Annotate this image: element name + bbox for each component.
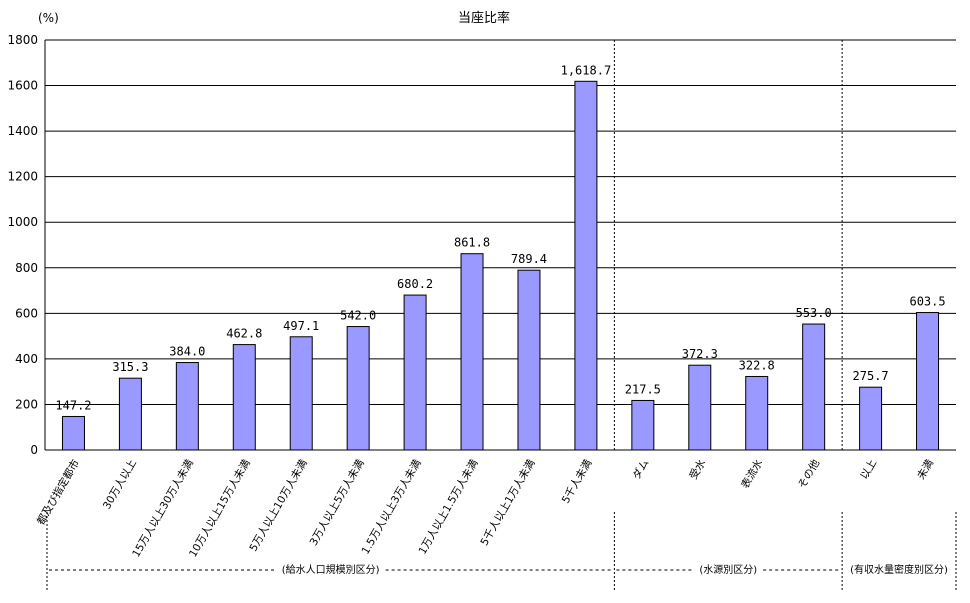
data-label: 497.1	[283, 319, 319, 333]
category-label: その他	[795, 457, 822, 491]
category-label: 30万人以上	[101, 458, 139, 512]
bar	[574, 80, 598, 451]
bar	[289, 336, 313, 451]
y-tick-label: 0	[30, 443, 38, 457]
axes	[44, 40, 956, 451]
group-label: (水源別区分)	[699, 563, 757, 576]
y-tick-label: 1200	[7, 170, 38, 184]
group-label: (給水人口規模別区分)	[282, 563, 380, 576]
bar	[631, 399, 655, 451]
data-label: 217.5	[625, 382, 661, 396]
category-label: 1万人以上1.5万人未満	[417, 457, 481, 556]
bar	[61, 415, 85, 451]
group-separators	[46, 40, 957, 592]
bar	[745, 375, 769, 451]
data-label: 1,618.7	[561, 63, 612, 77]
y-tick-label: 1400	[7, 124, 38, 138]
bar	[802, 323, 826, 451]
bar	[232, 344, 256, 451]
data-label: 384.0	[169, 345, 205, 359]
chart-title: 当座比率	[458, 10, 510, 26]
category-label: 3万人以上5万人未満	[308, 457, 367, 548]
bar	[346, 326, 370, 451]
category-label: 受水	[687, 457, 708, 482]
category-label: ダム	[630, 457, 652, 482]
category-label: 5万人以上10万人未満	[247, 457, 310, 554]
data-label: 322.8	[739, 358, 775, 372]
category-label: 以上	[858, 458, 879, 482]
bar	[859, 386, 883, 451]
bars	[61, 80, 940, 451]
data-label: 603.5	[909, 295, 945, 309]
data-label: 315.3	[112, 360, 148, 374]
data-label: 147.2	[55, 398, 91, 412]
bar	[916, 312, 940, 451]
bar	[460, 253, 484, 451]
group-labels: (給水人口規模別区分) (水源別区分) (有収水量密度別区分)	[49, 563, 954, 576]
y-tick-label: 200	[15, 397, 38, 411]
data-label: 680.2	[397, 277, 433, 291]
bar	[688, 364, 712, 451]
y-tick-label: 800	[15, 261, 38, 275]
category-label: 5千人未満	[560, 457, 595, 506]
category-label: 未満	[915, 457, 936, 482]
data-label: 542.0	[340, 309, 376, 323]
group-label: (有収水量密度別区分)	[850, 563, 948, 576]
data-label: 275.7	[853, 369, 889, 383]
category-label: 都及び指定都市	[34, 457, 82, 527]
y-axis-unit-label: (%)	[38, 11, 59, 25]
bar	[517, 269, 541, 451]
data-label: 462.8	[226, 327, 262, 341]
y-tick-label: 1000	[7, 215, 38, 229]
gridlines	[45, 39, 956, 405]
bar	[403, 294, 427, 451]
data-label: 789.4	[511, 252, 547, 266]
category-label: 表流水	[738, 457, 765, 491]
category-label: 1.5万人以上3万人未満	[360, 457, 424, 556]
y-tick-label: 600	[15, 306, 38, 320]
data-label: 861.8	[454, 236, 490, 250]
data-label: 553.0	[796, 306, 832, 320]
bar	[175, 362, 199, 451]
y-tick-label: 1600	[7, 79, 38, 93]
y-tick-labels: 0 200 400 600 800 1000 1200 1400 1600 1800	[7, 33, 38, 457]
bar	[118, 377, 142, 451]
y-tick-label: 1800	[7, 33, 38, 47]
category-label: 10万人以上15万人未満	[187, 457, 253, 559]
data-label: 372.3	[682, 347, 718, 361]
y-tick-label: 400	[15, 352, 38, 366]
category-label: 15万人以上30万人未満	[130, 457, 196, 559]
category-label: 5千人以上1万人未満	[478, 457, 537, 548]
category-labels: 都及び指定都市 30万人以上15万人以上30万人未満10万人以上15万人未満5万人…	[34, 457, 936, 560]
data-labels: 147.2 315.3 384.0 462.8 497.1 542.0 680.2 861.8…	[55, 63, 945, 412]
